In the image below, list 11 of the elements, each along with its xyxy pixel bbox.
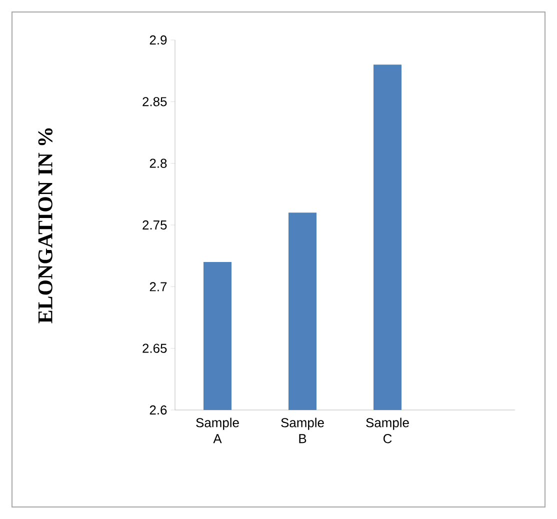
y-axis-title: ELONGATION IN % (38, 128, 52, 324)
y-tick-label: 2.65 (142, 344, 167, 353)
y-tick-label: 2.7 (150, 282, 167, 292)
y-tick-label: 2.8 (150, 158, 167, 168)
x-tick-label: Sample A (196, 418, 239, 444)
y-tick-label: 2.9 (150, 35, 167, 45)
x-tick-label: Sample C (366, 418, 409, 444)
y-tick-label: 2.6 (150, 405, 167, 415)
y-tick-label: 2.75 (142, 220, 167, 230)
x-tick-label: Sample B (281, 418, 324, 444)
y-tick-label: 2.85 (142, 97, 167, 106)
